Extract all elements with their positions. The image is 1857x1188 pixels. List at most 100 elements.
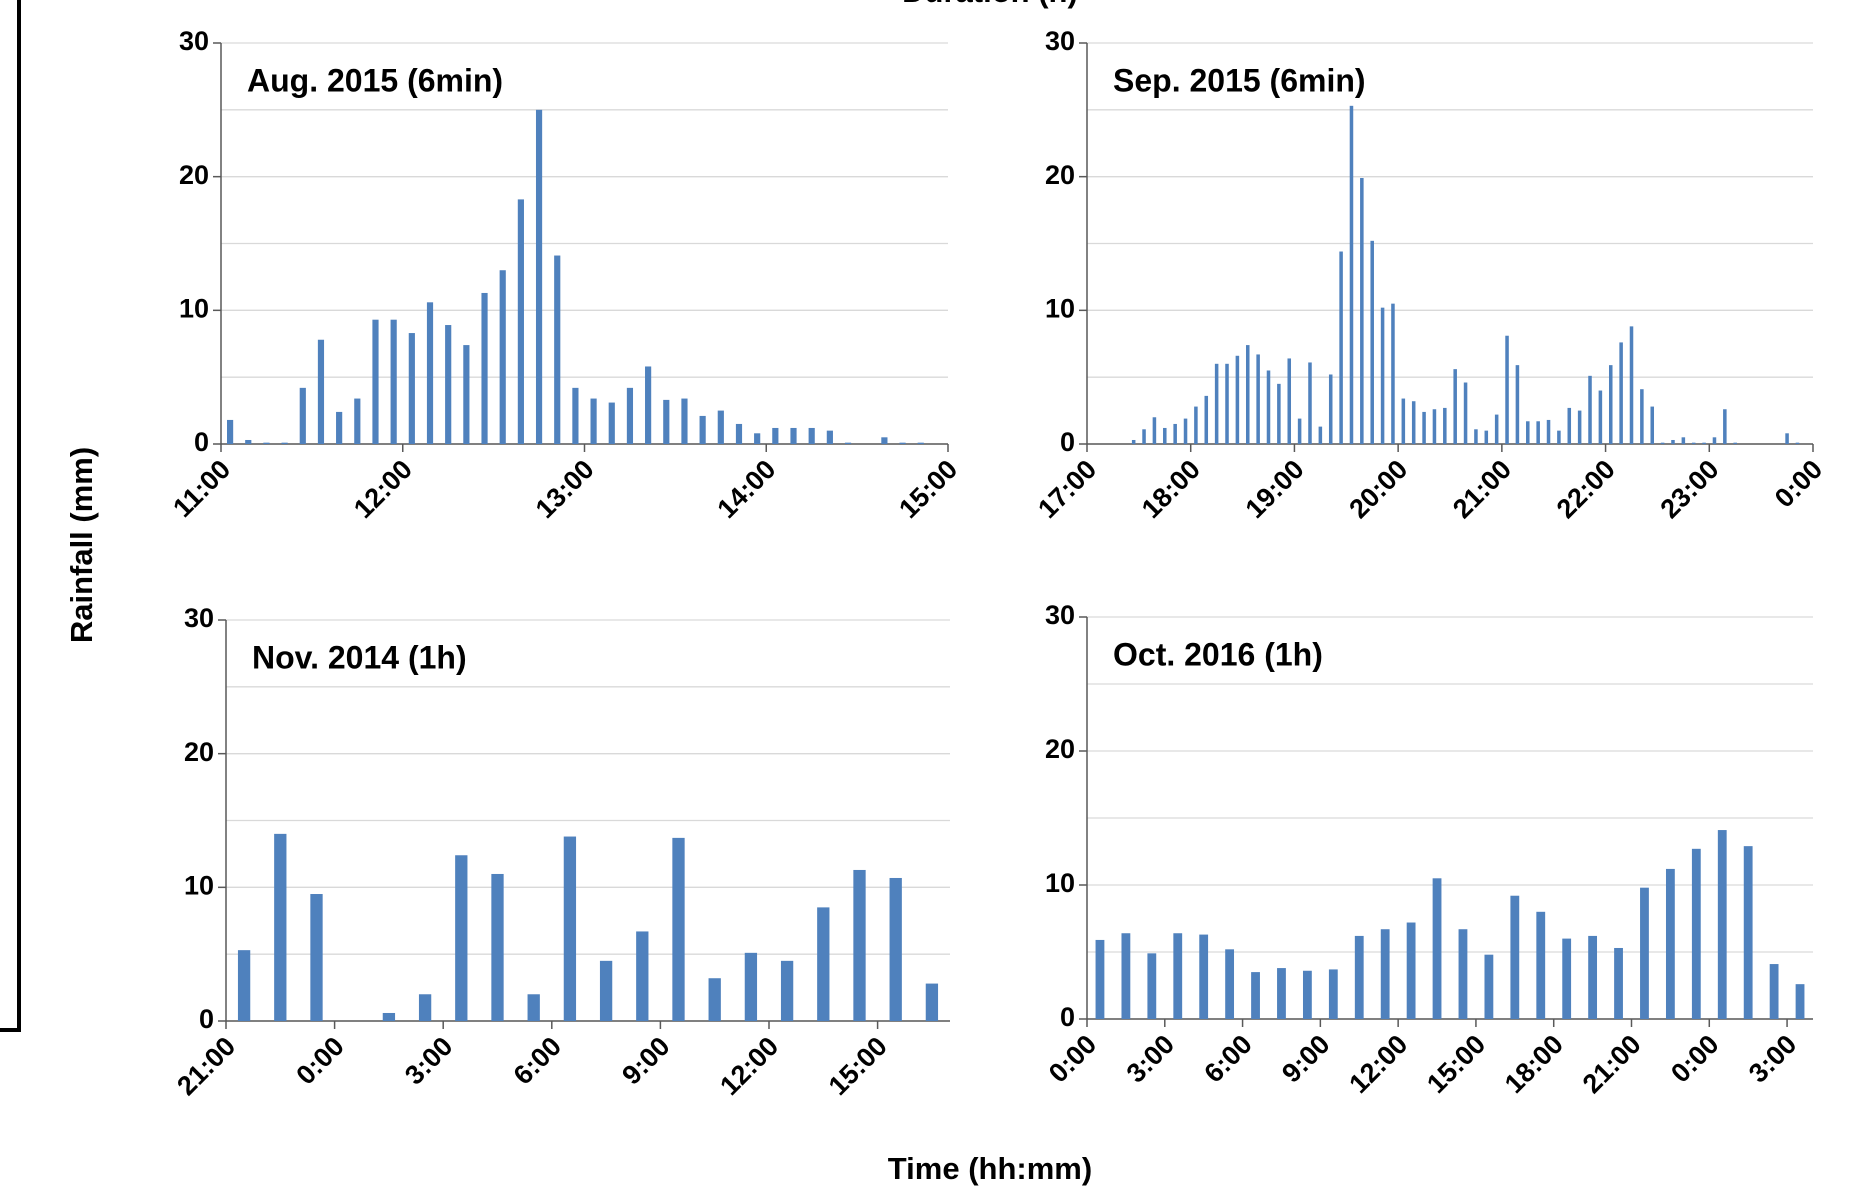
- bar: [917, 442, 924, 444]
- bar: [889, 877, 902, 1021]
- bar: [1665, 868, 1675, 1019]
- bar: [1354, 935, 1364, 1019]
- bar: [780, 960, 794, 1021]
- bar: [1173, 933, 1183, 1019]
- bar: [1245, 345, 1250, 444]
- bar: [1484, 430, 1489, 444]
- bar: [1510, 895, 1520, 1019]
- bar: [1432, 878, 1442, 1019]
- bar: [663, 399, 670, 444]
- y-tick-label: 20: [179, 160, 209, 190]
- y-tick-label: 20: [1045, 160, 1075, 190]
- x-tick-label: 21:00: [171, 1031, 241, 1101]
- x-tick-label: 3:00: [399, 1031, 458, 1090]
- bar: [281, 442, 288, 444]
- y-axis-label: Rainfall (mm): [64, 447, 99, 643]
- bar: [1494, 414, 1499, 444]
- bar: [1691, 848, 1701, 1019]
- bar: [1515, 365, 1520, 444]
- bar: [735, 423, 743, 444]
- bar: [681, 398, 688, 444]
- bar: [699, 415, 706, 444]
- x-tick-label: 0:00: [1665, 1029, 1724, 1088]
- bar: [925, 983, 939, 1021]
- bar: [1370, 240, 1374, 444]
- bar: [310, 894, 323, 1021]
- x-tick-label: 0:00: [290, 1031, 349, 1090]
- bar: [744, 952, 758, 1021]
- bar: [274, 833, 287, 1021]
- x-tick-label: 15:00: [823, 1031, 893, 1101]
- bar: [1723, 409, 1727, 444]
- bar: [1401, 398, 1406, 444]
- bar: [1712, 437, 1717, 444]
- bar: [390, 319, 397, 444]
- bar: [1318, 426, 1323, 444]
- bar: [645, 366, 652, 444]
- header-label: Duration (h): [902, 0, 1078, 9]
- x-tick-label: 9:00: [616, 1031, 675, 1090]
- x-tick-label: 0:00: [1769, 454, 1828, 513]
- bar: [1380, 307, 1385, 444]
- bar: [491, 873, 504, 1021]
- bar: [1505, 335, 1509, 444]
- bar: [1577, 410, 1582, 444]
- y-tick-label: 0: [1060, 1002, 1075, 1032]
- x-tick-label: 15:00: [1421, 1029, 1491, 1099]
- bar: [1474, 429, 1478, 444]
- bar: [772, 427, 779, 444]
- panel-title: Aug. 2015 (6min): [247, 62, 503, 98]
- y-tick-label: 20: [1045, 734, 1075, 764]
- bar: [1453, 369, 1457, 444]
- bar: [1785, 433, 1789, 444]
- bar: [455, 855, 468, 1021]
- bar: [1681, 437, 1686, 444]
- bar: [1406, 922, 1416, 1019]
- bar: [1795, 442, 1800, 444]
- y-tick-label: 10: [179, 293, 209, 323]
- bar: [636, 931, 649, 1021]
- x-tick-label: 12:00: [348, 454, 418, 524]
- panel-title: Sep. 2015 (6min): [1113, 62, 1366, 98]
- x-tick-label: 3:00: [1121, 1029, 1180, 1088]
- y-tick-label: 20: [184, 737, 214, 767]
- x-tick-label: 21:00: [1577, 1029, 1647, 1099]
- bar: [853, 869, 866, 1021]
- bar: [517, 199, 524, 444]
- bar: [1650, 406, 1655, 444]
- bar: [1147, 953, 1157, 1019]
- bar: [1173, 423, 1177, 444]
- bar: [754, 433, 761, 444]
- panel-title: Nov. 2014 (1h): [252, 639, 467, 675]
- bar: [382, 1012, 396, 1021]
- bar: [1733, 442, 1737, 444]
- bar: [1302, 970, 1312, 1019]
- x-tick-label: 15:00: [893, 454, 963, 524]
- x-tick-label: 3:00: [1743, 1029, 1802, 1088]
- x-tick-label: 13:00: [530, 454, 600, 524]
- bar: [1235, 355, 1240, 444]
- bar: [1308, 362, 1312, 444]
- bar: [1640, 389, 1644, 444]
- bar: [1702, 442, 1706, 444]
- x-tick-label: 22:00: [1551, 454, 1621, 524]
- bar: [717, 410, 724, 444]
- y-tick-label: 10: [1045, 293, 1075, 323]
- bar: [1287, 358, 1292, 444]
- bar: [1562, 938, 1572, 1019]
- bar: [599, 960, 613, 1021]
- bar: [1526, 421, 1530, 444]
- bar: [426, 302, 434, 444]
- bar: [817, 907, 830, 1021]
- bar: [1640, 887, 1649, 1019]
- y-tick-label: 10: [1045, 868, 1075, 898]
- bar: [1142, 429, 1146, 444]
- bar: [1328, 374, 1333, 444]
- x-tick-label: 23:00: [1655, 454, 1725, 524]
- bar: [672, 837, 685, 1021]
- bar: [1194, 406, 1198, 444]
- bar: [1769, 964, 1779, 1019]
- bar: [1339, 251, 1343, 444]
- bar: [499, 270, 506, 444]
- bar: [1163, 427, 1167, 444]
